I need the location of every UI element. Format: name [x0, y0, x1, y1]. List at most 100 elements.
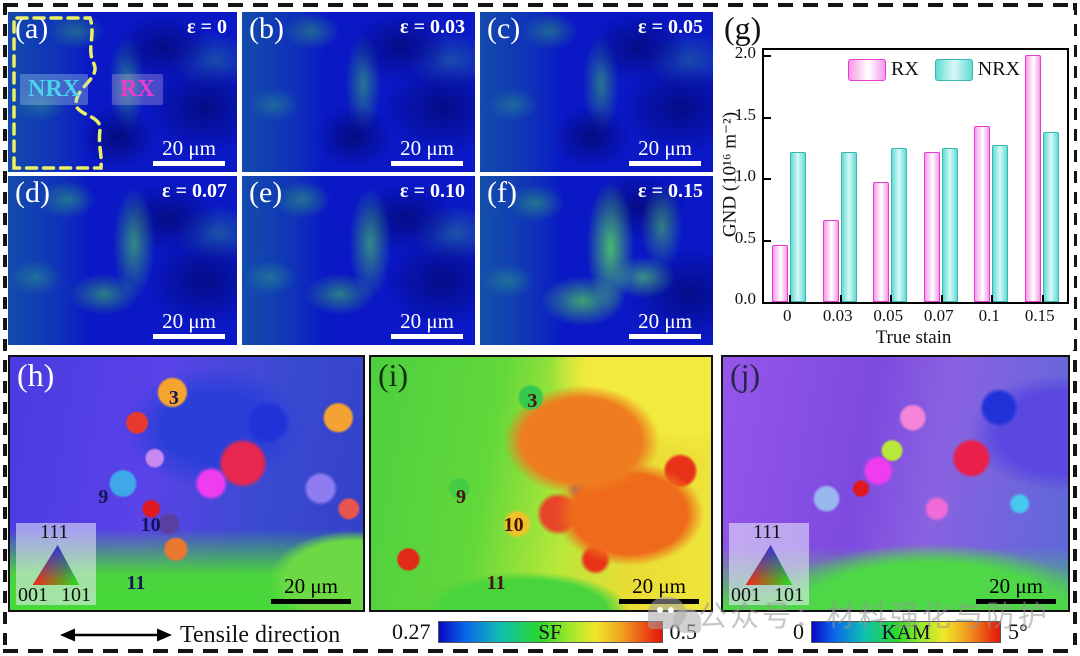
ipf-map-panel-h: (h) 3 9 10 11 111 001 101 20 μm	[8, 355, 365, 612]
bar-group-0.15	[1017, 54, 1068, 302]
bubble-eye	[657, 607, 663, 613]
bar-nrx-0	[790, 152, 807, 302]
bar-group-0.03	[815, 152, 866, 302]
x-tick-mark	[1041, 295, 1044, 302]
sf-map-panel-i: (i) 3 9 10 11 20 μm	[369, 355, 713, 612]
scale-bar: 20 μm	[153, 137, 225, 166]
scale-bar-label: 20 μm	[400, 308, 454, 333]
kam-min-label: 0	[793, 619, 804, 644]
tensile-direction-arrow	[60, 628, 172, 642]
panel-label: (i)	[378, 357, 409, 393]
nrx-legend-label: NRX	[977, 58, 1021, 80]
grain-number-9: 9	[456, 486, 466, 509]
tensile-direction-label: Tensile direction	[180, 622, 341, 648]
scale-bar-label: 20 μm	[162, 308, 216, 333]
scale-bar: 20 μm	[271, 575, 351, 604]
scale-bar: 20 μm	[391, 310, 463, 339]
sf-min-label: 0.27	[392, 619, 431, 644]
chat-bubble-small	[673, 609, 701, 633]
x-tick-mark	[991, 295, 994, 302]
bar-nrx-0.05	[891, 148, 908, 302]
sf-colorbar-gradient: SF	[437, 620, 663, 644]
scale-bar-line	[391, 161, 463, 166]
y-tick-mark	[764, 178, 771, 181]
panel-label: (e)	[249, 176, 283, 209]
micrograph-panel-c: (c) ε = 0.05 20 μm	[480, 12, 713, 172]
y-tick-label: 0.0	[734, 289, 756, 308]
y-tick-mark	[764, 239, 771, 242]
watermark-text: 公众号：材料强化与防护	[698, 601, 1051, 633]
ipf-triangle-icon	[32, 545, 80, 585]
rx-region-label: RX	[112, 74, 163, 105]
ipf-color-key: 111 001 101	[16, 521, 96, 606]
scale-bar-line	[271, 599, 351, 604]
scale-bar-line	[629, 334, 701, 339]
x-tick-label: 0.1	[978, 306, 1000, 325]
bar-rx-0.03	[822, 219, 839, 302]
x-tick-label: 0.07	[923, 306, 954, 325]
scale-bar-label: 20 μm	[632, 573, 686, 598]
bar-rx-0	[772, 245, 789, 302]
scale-bar-label: 20 μm	[638, 135, 692, 160]
bar-nrx-0.1	[992, 144, 1009, 302]
x-tick-mark	[940, 295, 943, 302]
grain-number-11: 11	[126, 572, 146, 595]
panel-label: (h)	[17, 357, 55, 393]
x-axis-labels: 0 0.03 0.05 0.07 0.1 0.15	[762, 306, 1065, 326]
scale-bar-line	[976, 599, 1056, 604]
strain-label: ε = 0	[187, 16, 227, 38]
ipf-triangle-icon	[745, 545, 793, 585]
sf-colorbar-title: SF	[538, 620, 562, 644]
scale-bar-label: 20 μm	[638, 308, 692, 333]
bar-nrx-0.03	[840, 152, 857, 302]
legend-item-rx: RX	[848, 58, 919, 81]
kam-max-label: 5°	[1008, 619, 1028, 644]
scale-bar-label: 20 μm	[989, 573, 1043, 598]
panel-label: (g)	[724, 10, 762, 46]
scale-bar: 20 μm	[391, 137, 463, 166]
nrx-legend-swatch	[934, 58, 973, 81]
strain-label: ε = 0.07	[162, 180, 227, 202]
bar-rx-0.07	[923, 152, 940, 302]
ipf-color-key: 111 001 101	[729, 521, 809, 606]
scale-bar: 20 μm	[153, 310, 225, 339]
scale-bar: 20 μm	[629, 137, 701, 166]
bar-group-0	[764, 152, 815, 302]
ipf-101-label: 101	[61, 584, 91, 606]
legend-item-nrx: NRX	[934, 58, 1021, 81]
panel-label: (c)	[487, 12, 521, 45]
ipf-001-label: 001	[731, 584, 761, 606]
nrx-boundary-dashed-line	[12, 16, 103, 170]
panel-label: (d)	[15, 176, 50, 209]
kam-colorbar-title: KAM	[881, 620, 931, 644]
rx-legend-swatch	[848, 58, 886, 81]
dashed-border-bottom	[3, 649, 1077, 653]
x-tick-label: 0	[783, 306, 792, 325]
y-tick-mark	[764, 116, 771, 119]
micrograph-panel-e: (e) ε = 0.10 20 μm	[242, 176, 475, 345]
bar-nrx-0.15	[1042, 132, 1059, 302]
scale-bar: 20 μm	[976, 575, 1056, 604]
scale-bar-label: 20 μm	[400, 135, 454, 160]
bar-nrx-0.07	[941, 148, 958, 302]
scale-bar-line	[153, 161, 225, 166]
dashed-border-left	[3, 3, 7, 653]
strain-label: ε = 0.15	[638, 180, 703, 202]
y-axis-labels: 0.0 0.5 1.0 1.5 2.0	[716, 43, 758, 308]
kam-map-panel-j: (j) 111 001 101 20 μm	[721, 355, 1070, 612]
grain-number-10: 10	[140, 513, 161, 536]
bar-rx-0.05	[873, 181, 890, 302]
scale-bar-label: 20 μm	[284, 573, 338, 598]
grain-number-3: 3	[168, 387, 179, 410]
wechat-icon	[648, 592, 702, 644]
ipf-111-label: 111	[753, 521, 782, 543]
chart-legend: RX NRX	[848, 58, 1020, 81]
micrograph-panel-d: (d) ε = 0.07 20 μm	[8, 176, 237, 345]
y-tick-mark	[764, 55, 771, 58]
kam-colorbar: 0 KAM 5°	[793, 619, 1028, 645]
x-tick-mark	[890, 295, 893, 302]
panel-label: (b)	[249, 12, 284, 45]
x-tick-mark	[789, 295, 792, 302]
x-axis-title: True stain	[875, 327, 952, 348]
